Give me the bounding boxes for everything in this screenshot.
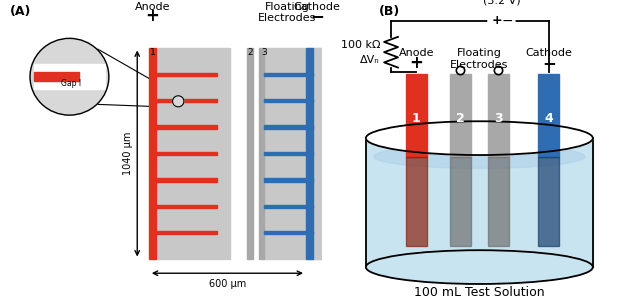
Bar xyxy=(488,157,508,246)
Text: 3: 3 xyxy=(261,48,267,57)
Text: 100 mL Test Solution: 100 mL Test Solution xyxy=(414,286,545,299)
Bar xyxy=(264,231,313,235)
Text: +: + xyxy=(492,14,503,27)
Bar xyxy=(538,157,559,246)
Text: Gap I: Gap I xyxy=(61,80,81,88)
Bar xyxy=(450,74,471,157)
Bar xyxy=(156,205,217,208)
Bar xyxy=(156,99,217,102)
Bar xyxy=(488,74,508,157)
Text: (A): (A) xyxy=(10,5,31,17)
Text: Cathode: Cathode xyxy=(294,2,340,12)
Bar xyxy=(264,72,313,76)
Bar xyxy=(149,48,156,259)
Text: +: + xyxy=(410,54,423,72)
Bar xyxy=(538,74,559,157)
Text: 2: 2 xyxy=(247,48,253,57)
Text: (3.2 V): (3.2 V) xyxy=(483,0,520,6)
Circle shape xyxy=(173,96,184,107)
Bar xyxy=(264,99,313,102)
Bar xyxy=(406,74,427,157)
Text: ΔVₙ: ΔVₙ xyxy=(361,55,380,65)
Text: 100 kΩ: 100 kΩ xyxy=(341,40,380,49)
Text: Anode: Anode xyxy=(399,48,434,58)
Bar xyxy=(156,152,217,155)
Text: Electrodes: Electrodes xyxy=(258,13,317,23)
Text: 3: 3 xyxy=(494,112,503,125)
Bar xyxy=(156,48,230,259)
Text: +: + xyxy=(145,6,159,25)
Text: Floating: Floating xyxy=(457,48,502,58)
Text: 600 μm: 600 μm xyxy=(209,279,246,290)
Bar xyxy=(450,157,471,246)
Bar xyxy=(156,72,217,76)
Bar xyxy=(264,152,313,155)
Text: −: − xyxy=(310,6,324,25)
Bar xyxy=(406,157,427,246)
Bar xyxy=(366,138,593,267)
Circle shape xyxy=(488,9,515,34)
Bar xyxy=(34,72,79,81)
Text: −: − xyxy=(542,54,555,72)
Text: 4: 4 xyxy=(306,48,312,57)
Bar xyxy=(264,205,313,208)
Bar xyxy=(156,231,217,235)
Text: Anode: Anode xyxy=(134,2,170,12)
Ellipse shape xyxy=(366,121,593,155)
Bar xyxy=(156,126,217,129)
Ellipse shape xyxy=(374,145,585,168)
Text: 4: 4 xyxy=(545,112,553,125)
Text: 1: 1 xyxy=(412,112,420,125)
Bar xyxy=(313,48,322,259)
Circle shape xyxy=(30,38,109,115)
Text: Electrodes: Electrodes xyxy=(450,60,508,70)
Text: Floating: Floating xyxy=(265,2,310,12)
Text: Cathode: Cathode xyxy=(526,48,572,58)
Bar xyxy=(264,178,313,181)
Text: 1040 μm: 1040 μm xyxy=(124,132,133,175)
Bar xyxy=(156,178,217,181)
Bar xyxy=(264,126,313,129)
Bar xyxy=(259,48,264,259)
Bar xyxy=(247,48,253,259)
Text: 2: 2 xyxy=(456,112,465,125)
Text: 1: 1 xyxy=(150,48,155,57)
Text: (B): (B) xyxy=(378,5,399,17)
Bar xyxy=(34,64,105,89)
Ellipse shape xyxy=(366,250,593,284)
Text: −: − xyxy=(502,14,513,28)
Bar xyxy=(264,48,343,259)
Bar xyxy=(306,48,313,259)
